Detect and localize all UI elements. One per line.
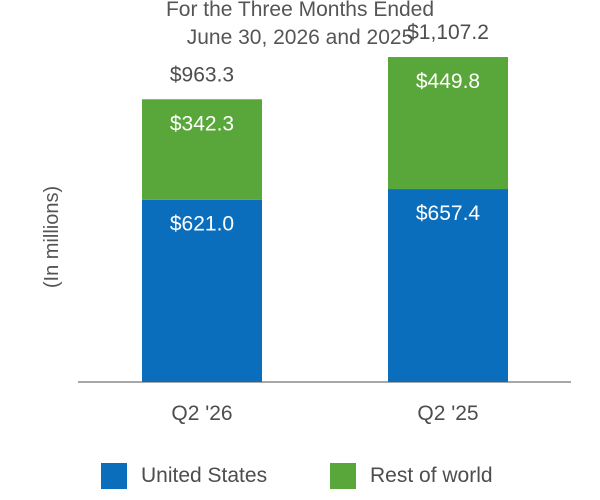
legend-label-united-states: United States: [141, 464, 268, 487]
bar-segment-rest-of-world-1: [142, 99, 262, 200]
legend-item-rest-of-world: Rest of world: [330, 462, 493, 490]
legend-label-rest-of-world: Rest of world: [370, 464, 493, 487]
data-label-rest-of-world-1: $342.3: [170, 112, 234, 135]
legend-item-united-states: United States: [101, 462, 267, 490]
data-label-united-states-1: $621.0: [170, 213, 234, 236]
data-label-united-states-2: $657.4: [416, 202, 481, 225]
bar-segment-united-states-2: [388, 189, 508, 382]
total-label-2: $1,107.2: [407, 21, 489, 44]
chart-title-line-2: June 30, 2026 and 2025: [186, 26, 414, 49]
total-label-1: $963.3: [170, 63, 234, 86]
bar-segment-united-states-1: [142, 199, 262, 382]
bar-segment-rest-of-world-2: [388, 57, 508, 190]
x-tick-label-2: Q2 '25: [417, 402, 478, 425]
x-tick-label-1: Q2 '26: [171, 402, 232, 425]
legend-swatch-rest-of-world: [330, 463, 356, 489]
chart-title-line-1: For the Three Months Ended: [165, 0, 435, 21]
data-label-rest-of-world-2: $449.8: [416, 70, 480, 93]
y-axis-label: (In millions): [41, 186, 63, 288]
legend-swatch-united-states: [101, 463, 127, 489]
